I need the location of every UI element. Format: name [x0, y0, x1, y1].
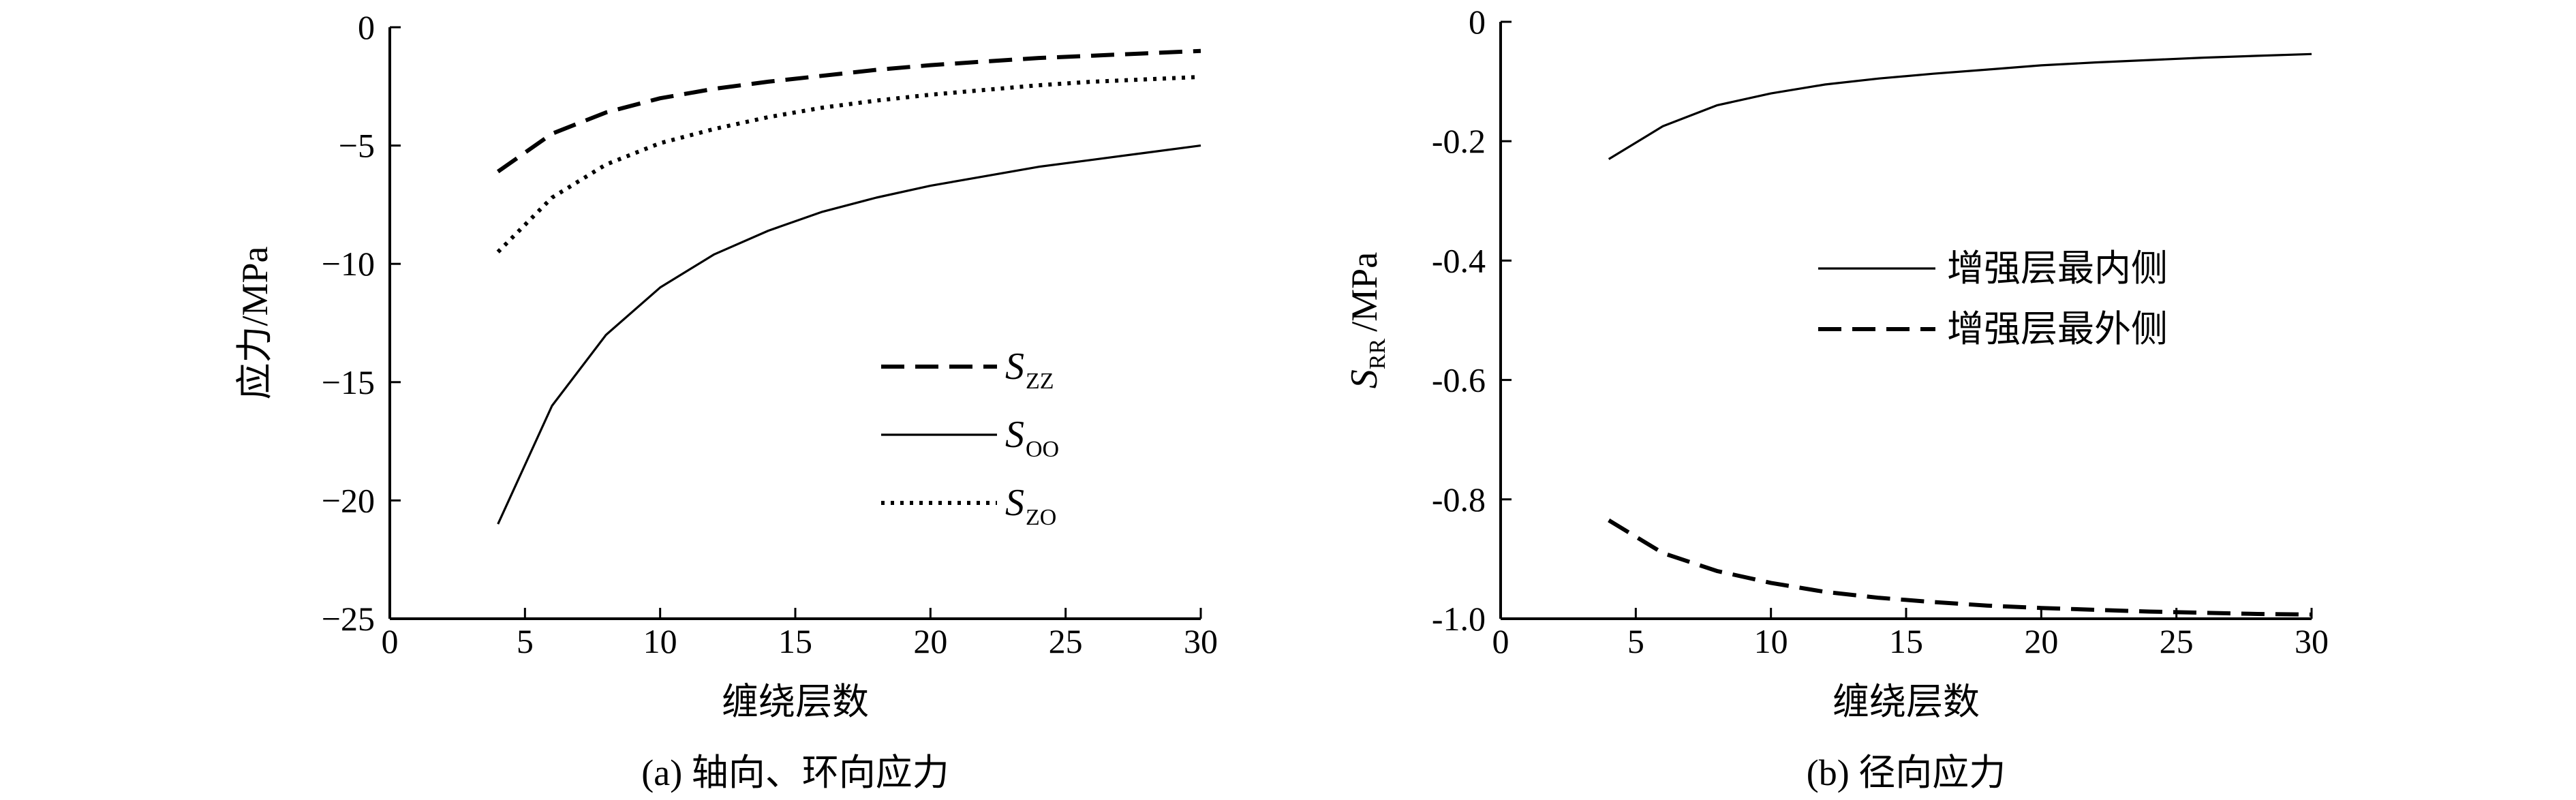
panel-b-ylabel-unit: /MPa — [1344, 252, 1385, 332]
legend-subscript: OO — [1026, 437, 1059, 462]
x-tick-label: 20 — [2024, 622, 2058, 660]
x-tick-label: 30 — [2295, 622, 2329, 660]
panel-a-caption: (a) 轴向、环向应力 — [641, 752, 949, 793]
panel-a-ylabel: 应力/MPa — [234, 246, 275, 399]
panel-b-ylabel-symbol: S — [1343, 369, 1385, 388]
y-tick-label: -0.6 — [1432, 361, 1486, 399]
legend-subscript: ZZ — [1026, 369, 1054, 394]
panel-b-ylabel-subscript: RR — [1365, 339, 1390, 370]
y-tick-label: −15 — [322, 363, 375, 401]
y-tick-label: −10 — [322, 245, 375, 283]
y-tick-label: −5 — [339, 127, 375, 165]
panel-b-axes: 0 5 10 15 20 25 30 0 -0.2 -0.4 -0.6 -0.8 -1.0 — [1432, 3, 2329, 660]
x-tick-label: 0 — [382, 622, 399, 660]
legend-label-1: SZZ — [1005, 345, 1054, 394]
y-tick-label: -1.0 — [1432, 600, 1486, 638]
x-tick-label: 25 — [2160, 622, 2194, 660]
legend-label-2: 增强层最外侧 — [1947, 309, 2168, 350]
legend-symbol: S — [1005, 414, 1024, 456]
y-tick-label: 0 — [1469, 3, 1486, 41]
series-line-1 — [496, 48, 1201, 174]
x-tick-label: 0 — [1492, 622, 1509, 660]
y-tick-label: -0.4 — [1432, 241, 1486, 279]
x-tick-label: 15 — [778, 622, 812, 660]
panel-a-axes: 0 5 10 15 20 25 30 0 −5 −10 −15 −20 −25 — [322, 8, 1218, 660]
series-line-3 — [496, 74, 1201, 253]
panel-b-series — [1608, 52, 2312, 617]
legend-label-2: SOO — [1005, 414, 1059, 462]
y-tick-label: -0.8 — [1432, 480, 1486, 519]
x-tick-label: 5 — [1627, 622, 1644, 660]
x-tick-label: 20 — [913, 622, 947, 660]
x-tick-label: 5 — [517, 622, 534, 660]
panel-a-series — [496, 48, 1201, 525]
panel-b-xlabel: 缠绕层数 — [1833, 681, 1980, 722]
y-tick-label: 0 — [358, 8, 375, 46]
series-line-2 — [497, 144, 1201, 525]
legend-symbol: S — [1005, 482, 1024, 524]
panel-a-xlabel: 缠绕层数 — [722, 681, 869, 722]
series-line-2 — [1608, 518, 2312, 617]
x-tick-label: 10 — [1754, 622, 1788, 660]
x-tick-label: 25 — [1049, 622, 1083, 660]
x-tick-label: 15 — [1889, 622, 1923, 660]
x-tick-label: 10 — [643, 622, 677, 660]
series-line-1 — [1608, 52, 2312, 160]
y-tick-label: −20 — [322, 481, 375, 519]
panel-b-caption: (b) 径向应力 — [1807, 752, 2006, 793]
legend-symbol: S — [1005, 345, 1024, 388]
x-tick-label: 30 — [1184, 622, 1218, 660]
legend-label-1: 增强层最内侧 — [1947, 248, 2168, 289]
y-tick-label: −25 — [322, 600, 375, 638]
y-tick-label: -0.2 — [1432, 122, 1486, 160]
legend-subscript: ZO — [1026, 505, 1056, 530]
panel-b-ylabel: SRR/MPa — [1343, 252, 1390, 388]
legend-label-3: SZO — [1005, 482, 1056, 530]
panel-b-chart: 0 5 10 15 20 25 30 0 -0.2 -0.4 -0.6 -0.8 -1.0 增强层最内侧… — [1343, 3, 2329, 793]
